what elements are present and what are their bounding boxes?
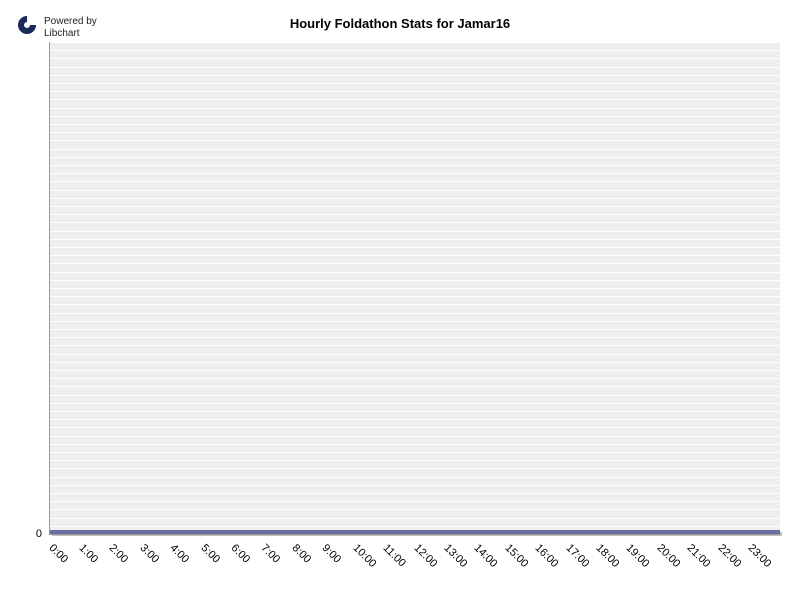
gridline xyxy=(50,460,780,461)
gridline xyxy=(50,181,780,182)
x-tick-label: 14:00 xyxy=(472,542,500,570)
x-tick-label: 19:00 xyxy=(624,542,652,570)
gridline xyxy=(50,247,780,248)
gridline xyxy=(50,329,780,330)
gridline xyxy=(50,58,780,59)
gridline xyxy=(50,345,780,346)
gridline xyxy=(50,108,780,109)
gridline xyxy=(50,173,780,174)
gridline xyxy=(50,50,780,51)
gridline xyxy=(50,436,780,437)
gridline xyxy=(50,313,780,314)
gridline xyxy=(50,485,780,486)
gridline xyxy=(50,157,780,158)
gridline xyxy=(50,509,780,510)
gridline xyxy=(50,91,780,92)
gridline xyxy=(50,386,780,387)
x-tick-label: 20:00 xyxy=(654,542,682,570)
gridline xyxy=(50,296,780,297)
gridline xyxy=(50,444,780,445)
x-tick-label: 9:00 xyxy=(320,542,344,566)
x-tick-label: 17:00 xyxy=(563,542,591,570)
x-tick-label: 5:00 xyxy=(198,542,222,566)
gridline xyxy=(50,477,780,478)
x-tick-label: 4:00 xyxy=(168,542,192,566)
gridline xyxy=(50,231,780,232)
gridline xyxy=(50,83,780,84)
gridline xyxy=(50,288,780,289)
gridline xyxy=(50,518,780,519)
gridline xyxy=(50,452,780,453)
x-axis-line xyxy=(49,534,780,535)
x-tick-label: 12:00 xyxy=(411,542,439,570)
gridline xyxy=(50,362,780,363)
gridline xyxy=(50,337,780,338)
gridline xyxy=(50,321,780,322)
x-tick-label: 21:00 xyxy=(685,542,713,570)
x-tick-label: 16:00 xyxy=(533,542,561,570)
x-tick-label: 11:00 xyxy=(381,542,408,569)
gridline xyxy=(50,214,780,215)
x-tick-label: 22:00 xyxy=(715,542,743,570)
gridline xyxy=(50,67,780,68)
gridline xyxy=(50,116,780,117)
gridline xyxy=(50,378,780,379)
x-tick-label: 1:00 xyxy=(76,542,100,566)
gridline xyxy=(50,75,780,76)
gridline xyxy=(50,280,780,281)
gridline xyxy=(50,526,780,527)
gridline xyxy=(50,132,780,133)
gridline xyxy=(50,263,780,264)
gridline xyxy=(50,354,780,355)
gridline xyxy=(50,198,780,199)
x-tick-label: 15:00 xyxy=(502,542,530,570)
gridline xyxy=(50,99,780,100)
x-tick-label: 8:00 xyxy=(289,542,313,566)
gridline xyxy=(50,42,780,43)
gridline xyxy=(50,165,780,166)
chart-title: Hourly Foldathon Stats for Jamar16 xyxy=(0,16,800,31)
gridline xyxy=(50,239,780,240)
gridline xyxy=(50,493,780,494)
chart-area xyxy=(50,42,780,534)
x-tick-label: 13:00 xyxy=(441,542,469,570)
gridline xyxy=(50,370,780,371)
gridline xyxy=(50,140,780,141)
x-tick-label: 3:00 xyxy=(137,542,161,566)
x-tick-label: 18:00 xyxy=(594,542,622,570)
gridline xyxy=(50,272,780,273)
gridline xyxy=(50,411,780,412)
gridline xyxy=(50,468,780,469)
chart-container: Powered by Libchart Hourly Foldathon Sta… xyxy=(0,0,800,600)
gridline xyxy=(50,206,780,207)
x-tick-label: 10:00 xyxy=(350,542,378,570)
gridline xyxy=(50,255,780,256)
y-tick-label: 0 xyxy=(0,528,42,540)
gridline xyxy=(50,190,780,191)
gridline xyxy=(50,124,780,125)
y-axis-line xyxy=(49,42,50,534)
gridline xyxy=(50,501,780,502)
x-tick-label: 0:00 xyxy=(46,542,70,566)
gridline xyxy=(50,149,780,150)
x-tick-label: 6:00 xyxy=(229,542,253,566)
gridline xyxy=(50,403,780,404)
gridline xyxy=(50,395,780,396)
gridline xyxy=(50,304,780,305)
x-tick-label: 23:00 xyxy=(746,542,774,570)
gridline xyxy=(50,427,780,428)
x-tick-label: 2:00 xyxy=(107,542,131,566)
x-tick-label: 7:00 xyxy=(259,542,283,566)
gridline xyxy=(50,222,780,223)
gridline xyxy=(50,419,780,420)
